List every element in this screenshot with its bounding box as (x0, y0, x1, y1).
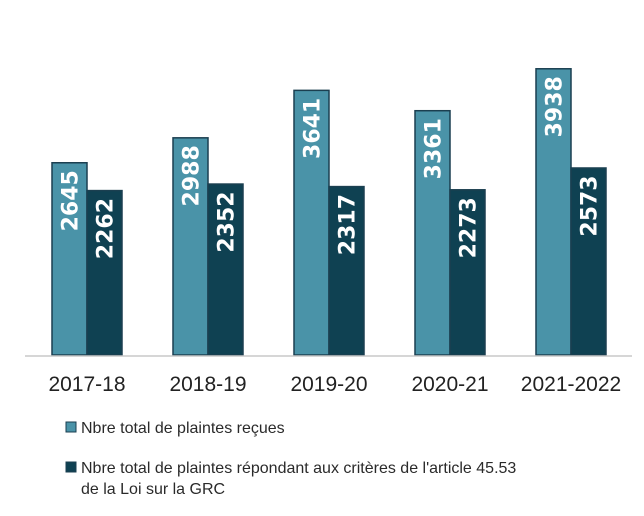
bar-value-label: 3361 (422, 118, 447, 179)
x-tick-label: 2019-20 (290, 373, 367, 396)
x-tick-label: 2021-2022 (521, 373, 621, 396)
legend-swatch-1 (65, 421, 77, 433)
bar-s2-2018-19 (207, 183, 244, 356)
bar-s2-2021-2022 (570, 167, 607, 356)
bar-value-label: 2573 (578, 175, 603, 236)
bar-value-label: 2273 (457, 197, 482, 258)
bar-value-label: 2645 (59, 170, 84, 231)
bar-s1-2017-18 (51, 162, 88, 356)
bar-s1-2019-20 (293, 89, 330, 356)
legend: Nbre total de plaintes reçues Nbre total … (65, 420, 516, 498)
x-tick-label: 2017-18 (48, 373, 125, 396)
bar-s1-2021-2022 (535, 68, 572, 356)
bar-value-label: 2988 (180, 145, 205, 206)
legend-label-1-line-1: Nbre total de plaintes reçues (81, 420, 285, 437)
bar-s1-2020-21 (414, 109, 451, 356)
legend-swatch-2 (65, 461, 77, 473)
bar-labels-group: 2645 2262 2988 2352 3641 2317 3361 2273 3938 2573 (59, 76, 603, 259)
bars-group (51, 68, 607, 356)
bar-value-label: 2262 (94, 198, 119, 259)
bar-value-label: 2317 (336, 194, 361, 255)
x-tick-label: 2018-19 (169, 373, 246, 396)
x-tick-label: 2020-21 (411, 373, 488, 396)
bar-value-label: 2352 (215, 191, 240, 252)
legend-label-2-line-2: de la Loi sur la GRC (81, 481, 225, 498)
x-tick-labels: 2017-18 2018-19 2019-20 2020-21 2021-2022 (48, 373, 621, 396)
bar-value-label: 3938 (543, 76, 568, 137)
bar-s2-2020-21 (449, 189, 486, 356)
bar-s1-2018-19 (172, 137, 209, 356)
bar-value-label: 3641 (301, 98, 326, 159)
legend-label-2-line-1: Nbre total de plaintes répondant aux cri… (81, 460, 516, 477)
bar-s2-2017-18 (86, 189, 123, 356)
bar-s2-2019-20 (328, 185, 365, 356)
